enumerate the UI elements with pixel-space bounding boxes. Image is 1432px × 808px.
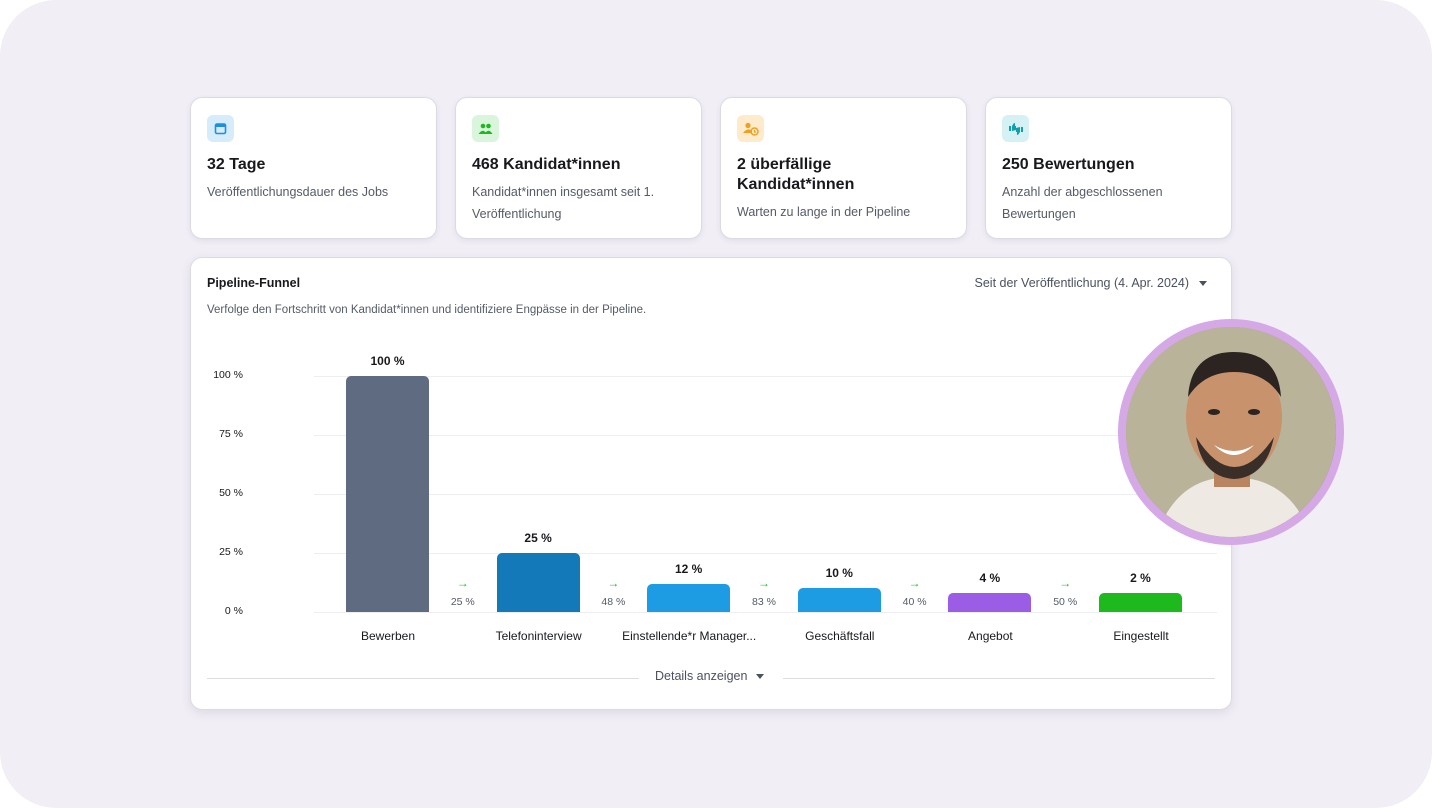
stat-title: 2 überfällige Kandidat*innen [737,156,855,193]
divider [207,678,639,679]
bar-value-label: 25 % [524,531,552,545]
caret-down-icon [1199,280,1207,286]
person-photo-icon [1126,327,1336,537]
category-label: Eingestellt [1113,629,1169,643]
date-range-value: Seit der Veröffentlichung (4. Apr. 2024) [974,276,1190,290]
y-tick-label: 25 % [219,546,243,558]
person-clock-icon [737,115,764,142]
bar-4[interactable] [948,593,1032,612]
bar-value-label: 100 % [370,354,405,368]
arrow-right-icon: → [1059,576,1072,590]
y-tick-label: 50 % [219,487,243,499]
stat-card: 468 Kandidat*innen Kandidat*innen insges… [455,97,702,239]
category-label: Einstellende*r Manager... [622,629,757,643]
category-label: Bewerben [360,629,416,643]
category-label: Telefoninterview [495,629,582,643]
arrow-right-icon: → [456,576,469,590]
thumbs-icon [1002,115,1029,142]
conversion-rate: 40 % [902,596,927,608]
bar-value-label: 4 % [979,571,1001,585]
conversion-rate: 25 % [450,596,475,608]
panel-title: Pipeline-Funnel [207,276,301,290]
conversion-rate: 50 % [1053,596,1078,608]
gridline [314,376,1217,377]
people-icon [472,115,499,142]
details-row: Details anzeigen [207,669,1215,685]
panel-subtitle: Verfolge den Fortschritt von Kandidat*in… [207,304,647,316]
stat-card: 32 Tage Veröffentlichungsdauer des Jobs [190,97,437,239]
divider [783,678,1215,679]
category-label: Angebot [968,629,1013,643]
bar-5[interactable] [1099,593,1182,612]
stat-subtitle: Veröffentlichungsdauer des Jobs [207,185,389,199]
show-details-label: Details anzeigen [655,669,748,683]
bar-value-label: 2 % [1130,571,1151,585]
arrow-right-icon: → [758,576,770,590]
gridline [314,494,1217,495]
stat-title: 250 Bewertungen [1002,156,1135,173]
bar-value-label: 10 % [825,566,853,581]
date-range-dropdown[interactable]: Seit der Veröffentlichung (4. Apr. 2024) [974,276,1207,290]
stat-card: 250 Bewertungen Anzahl der abgeschlossen… [985,97,1232,239]
bar-value-label: 12 % [675,561,703,576]
avatar [1118,319,1344,545]
calendar-icon [207,115,234,142]
y-tick-label: 75 % [219,428,243,440]
gridline [314,612,1217,613]
pipeline-funnel-panel: Pipeline-Funnel Verfolge den Fortschritt… [190,257,1232,710]
bar-3[interactable] [797,588,881,612]
caret-down-icon [756,673,765,679]
bar-2[interactable] [647,583,731,612]
stat-subtitle: Kandidat*innen insgesamt seit 1. Veröffe… [472,185,655,221]
gridline [314,553,1217,554]
y-tick-label: 0 % [224,605,243,617]
arrow-right-icon: → [908,576,921,590]
category-label: Geschäftsfall [805,629,875,643]
stat-card: 2 überfällige Kandidat*innen Warten zu l… [720,97,967,239]
stat-subtitle: Anzahl der abgeschlossenen Bewertungen [1002,185,1163,221]
bar-0[interactable] [346,376,429,612]
stat-title: 468 Kandidat*innen [472,156,621,173]
y-tick-label: 100 % [213,369,243,381]
bar-1[interactable] [496,553,580,612]
conversion-rate: 48 % [601,596,626,608]
stat-subtitle: Warten zu lange in der Pipeline [737,205,911,219]
stat-title: 32 Tage [207,156,266,173]
arrow-right-icon: → [607,576,620,590]
conversion-rate: 83 % [752,596,776,608]
gridline [314,435,1217,436]
show-details-button[interactable]: Details anzeigen [655,669,765,683]
